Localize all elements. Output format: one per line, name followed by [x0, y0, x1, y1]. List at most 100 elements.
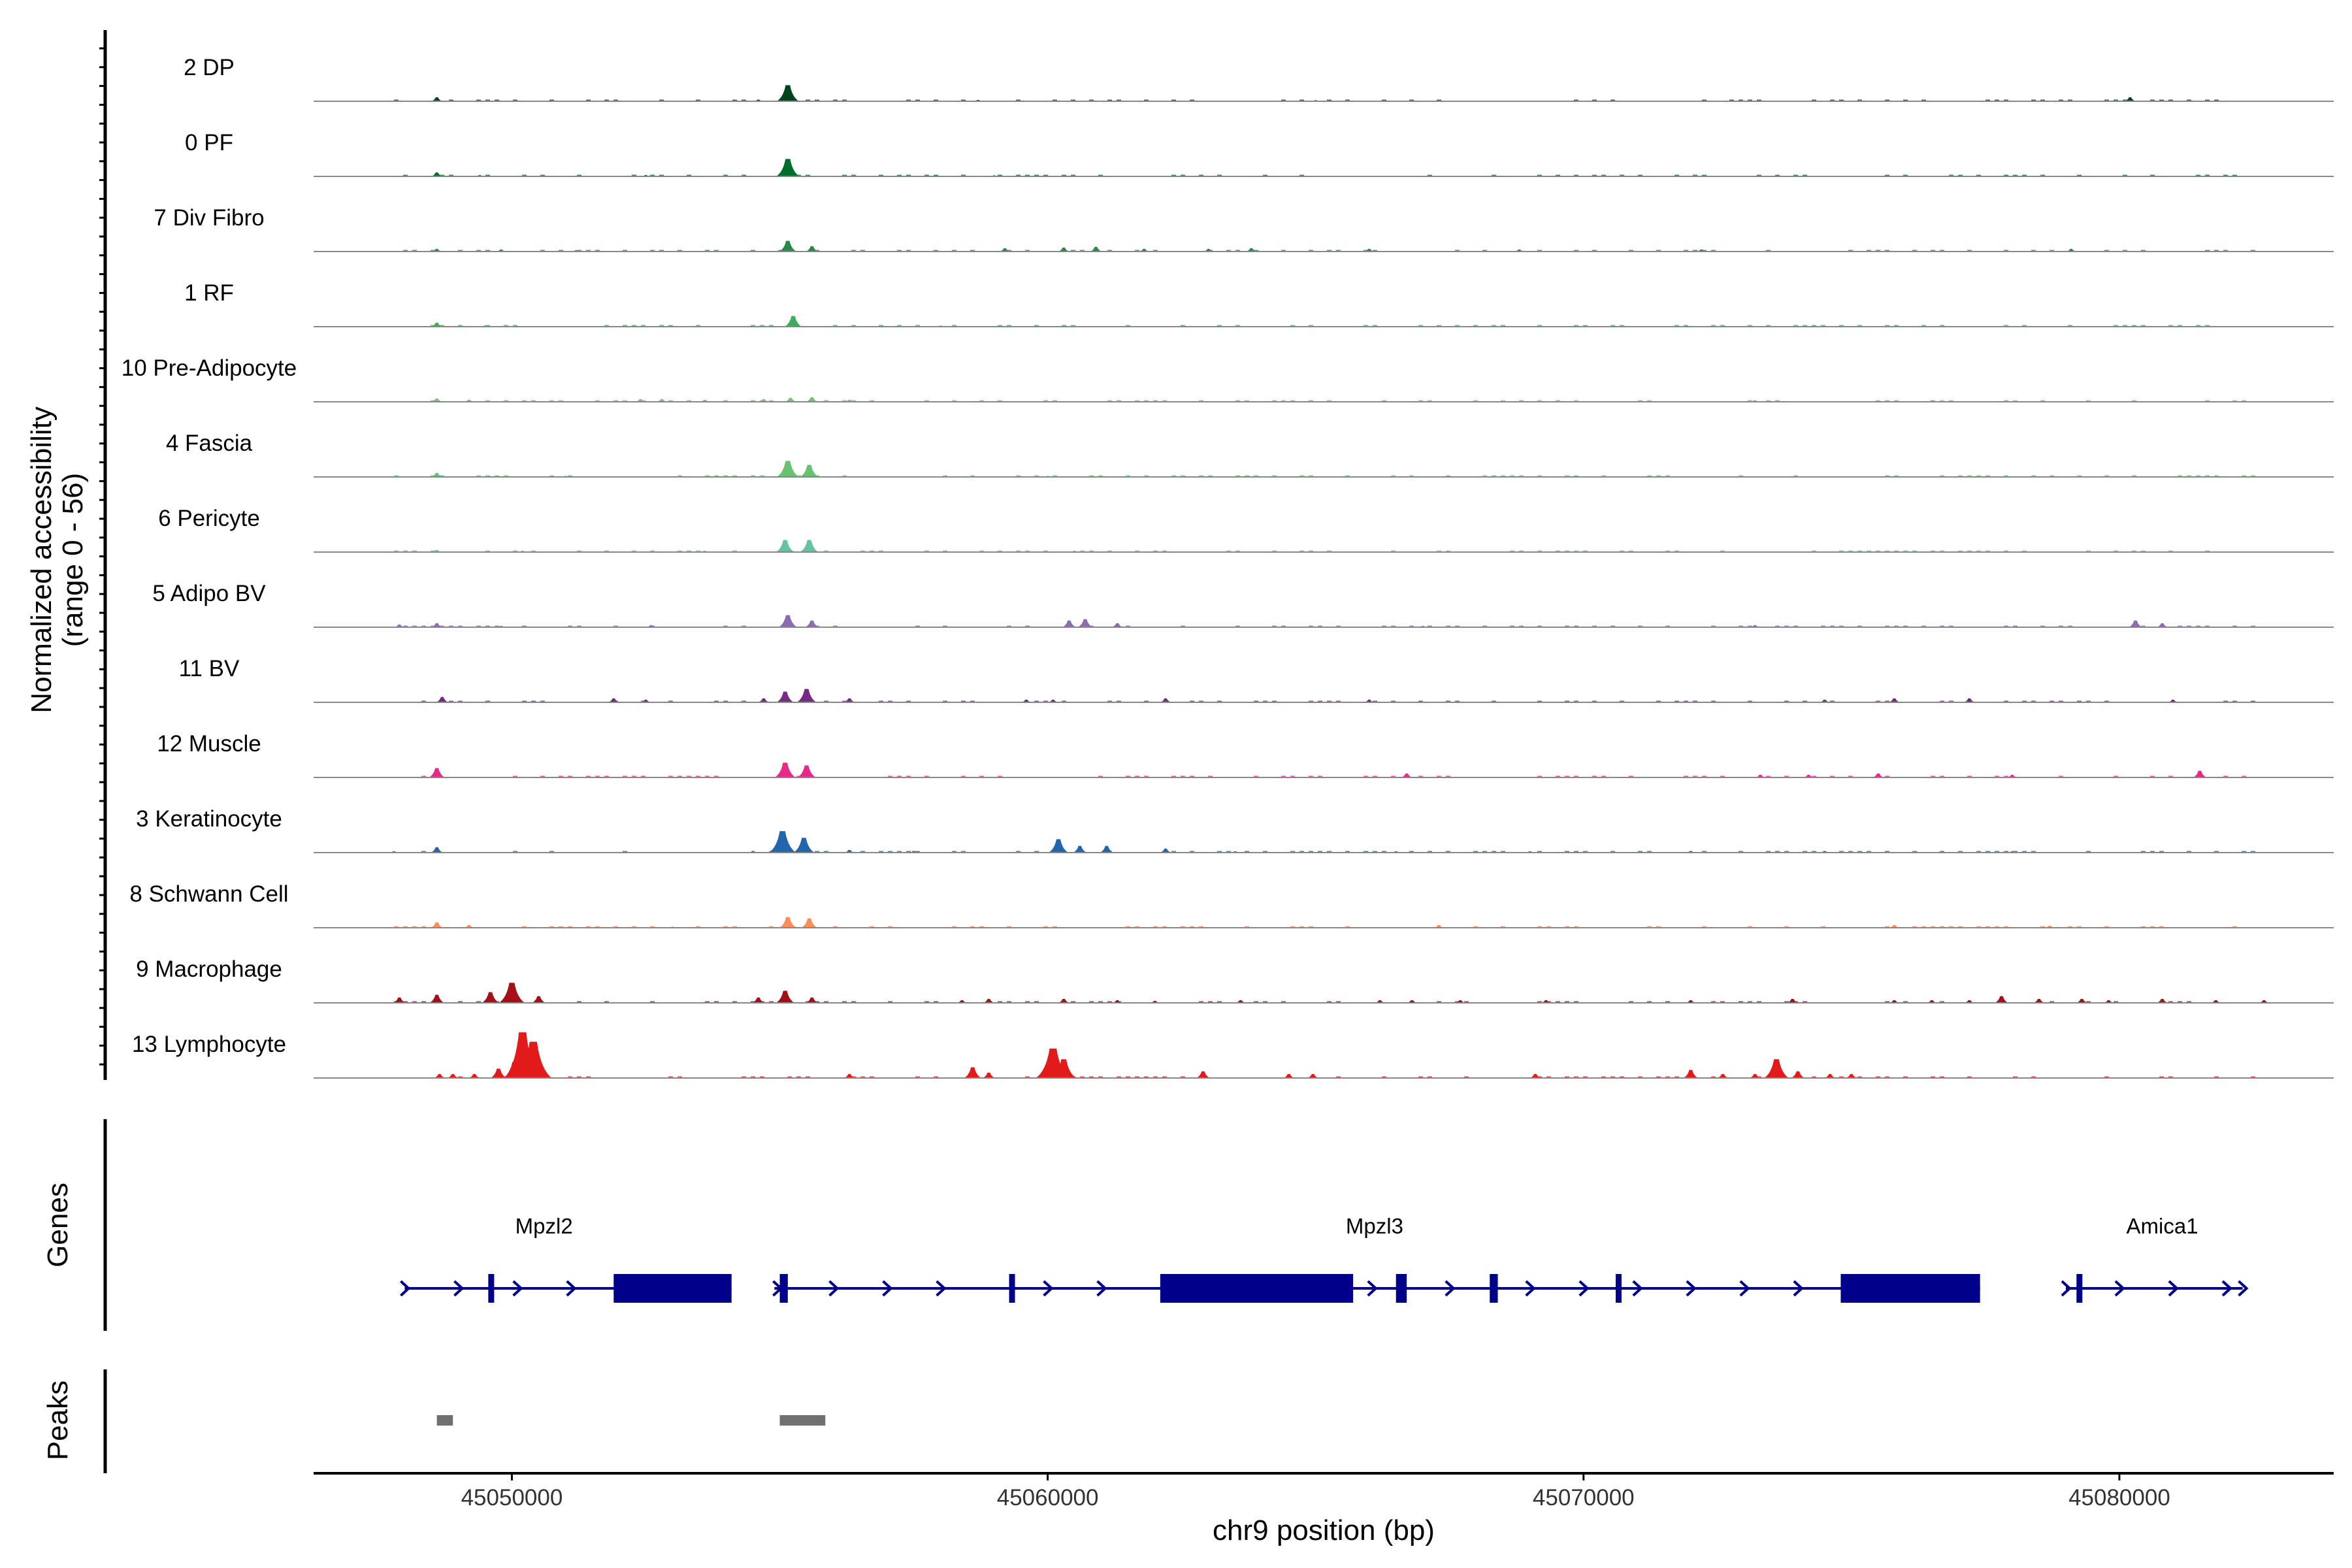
track-background-signal — [1135, 250, 1140, 252]
track-background-signal — [1089, 1001, 1094, 1003]
track-background-signal — [1336, 1001, 1341, 1003]
track-background-signal — [2040, 926, 2046, 928]
track-background-signal — [1217, 1001, 1222, 1003]
track-background-signal — [687, 776, 692, 777]
track-background-signal — [623, 250, 628, 252]
track-background-signal — [1364, 776, 1369, 777]
track-background-signal — [2104, 250, 2110, 252]
track-background-signal — [842, 700, 847, 702]
track-background-signal — [751, 1001, 756, 1003]
track-background-signal — [522, 926, 527, 928]
track-background-signal — [2077, 475, 2082, 477]
track-background-signal — [2004, 625, 2009, 627]
track-background-signal — [1309, 325, 1314, 327]
track-background-signal — [2013, 851, 2018, 853]
accessibility-peak — [394, 624, 405, 627]
track-background-signal — [1007, 250, 1012, 252]
track-background-signal — [1226, 250, 1232, 252]
track-background-signal — [1492, 174, 1497, 176]
track-background-signal — [1336, 625, 1341, 627]
track-background-signal — [888, 1001, 893, 1003]
track-background-signal — [1135, 776, 1140, 777]
track-background-signal — [604, 99, 610, 101]
track-background-signal — [1610, 851, 1616, 853]
track-background-signal — [906, 99, 911, 101]
track-background-signal — [431, 250, 436, 252]
track-background-signal — [1556, 550, 1561, 552]
accessibility-peak — [776, 691, 794, 702]
track-background-signal — [577, 174, 582, 176]
track-background-signal — [1098, 1076, 1103, 1078]
track-background-signal — [1912, 851, 1918, 853]
track-background-signal — [1428, 851, 1433, 853]
track-background-signal — [449, 625, 454, 627]
track-12-muscle: 12 Muscle — [157, 731, 2334, 778]
track-background-signal — [2077, 174, 2082, 176]
track-background-signal — [979, 550, 985, 552]
track-background-signal — [1418, 1076, 1424, 1078]
track-background-signal — [1446, 550, 1451, 552]
track-label: 12 Muscle — [157, 731, 261, 757]
track-background-signal — [1885, 700, 1890, 702]
track-background-signal — [1748, 400, 1753, 402]
track-background-signal — [1574, 174, 1579, 176]
track-background-signal — [2223, 700, 2229, 702]
track-background-signal — [888, 700, 893, 702]
track-background-signal — [1711, 625, 1716, 627]
track-background-signal — [1428, 400, 1433, 402]
track-background-signal — [934, 250, 939, 252]
track-background-signal — [2114, 325, 2119, 327]
track-background-signal — [2040, 174, 2046, 176]
track-background-signal — [1034, 1001, 1039, 1003]
track-background-signal — [476, 475, 482, 477]
track-background-signal — [522, 700, 527, 702]
accessibility-peak — [1047, 699, 1058, 702]
track-background-signal — [1391, 776, 1396, 777]
track-background-signal — [2251, 475, 2256, 477]
track-background-signal — [2141, 851, 2146, 853]
track-background-signal — [1455, 625, 1460, 627]
track-background-signal — [1601, 475, 1607, 477]
x-axis-label: chr9 position (bp) — [1213, 1514, 1435, 1546]
track-background-signal — [732, 550, 738, 552]
track-background-signal — [1903, 625, 1908, 627]
track-background-signal — [1985, 99, 1991, 101]
track-background-signal — [2031, 1076, 2036, 1078]
track-background-signal — [1821, 625, 1826, 627]
track-background-signal — [1537, 625, 1543, 627]
track-background-signal — [2086, 700, 2091, 702]
track-background-signal — [1894, 400, 1899, 402]
track-background-signal — [1080, 550, 1085, 552]
track-background-signal — [1299, 926, 1305, 928]
track-background-signal — [1190, 99, 1195, 101]
track-background-signal — [906, 776, 911, 777]
track-background-signal — [1034, 700, 1039, 702]
track-background-signal — [2205, 174, 2210, 176]
track-background-signal — [476, 625, 482, 627]
track-background-signal — [1437, 550, 1442, 552]
track-background-signal — [1309, 400, 1314, 402]
track-background-signal — [1985, 926, 1991, 928]
track-background-signal — [2086, 851, 2091, 853]
track-background-signal — [1556, 1001, 1561, 1003]
strand-arrow — [2061, 1280, 2072, 1297]
track-background-signal — [1839, 1076, 1844, 1078]
track-background-signal — [1501, 851, 1506, 853]
track-background-signal — [1181, 926, 1186, 928]
track-background-signal — [906, 174, 911, 176]
track-background-signal — [1190, 776, 1195, 777]
track-background-signal — [998, 776, 1003, 777]
track-background-signal — [1720, 325, 1725, 327]
track-background-signal — [897, 851, 902, 853]
track-background-signal — [1263, 1001, 1268, 1003]
track-background-signal — [1903, 99, 1908, 101]
track-background-signal — [1629, 1001, 1634, 1003]
track-background-signal — [934, 1076, 939, 1078]
track-background-signal — [1839, 625, 1844, 627]
track-background-signal — [1199, 700, 1204, 702]
track-background-signal — [1016, 851, 1021, 853]
track-background-signal — [742, 99, 747, 101]
y-axis-label-line1: Normalized accessibility — [25, 406, 57, 713]
track-background-signal — [1638, 174, 1643, 176]
track-background-signal — [2150, 776, 2155, 777]
